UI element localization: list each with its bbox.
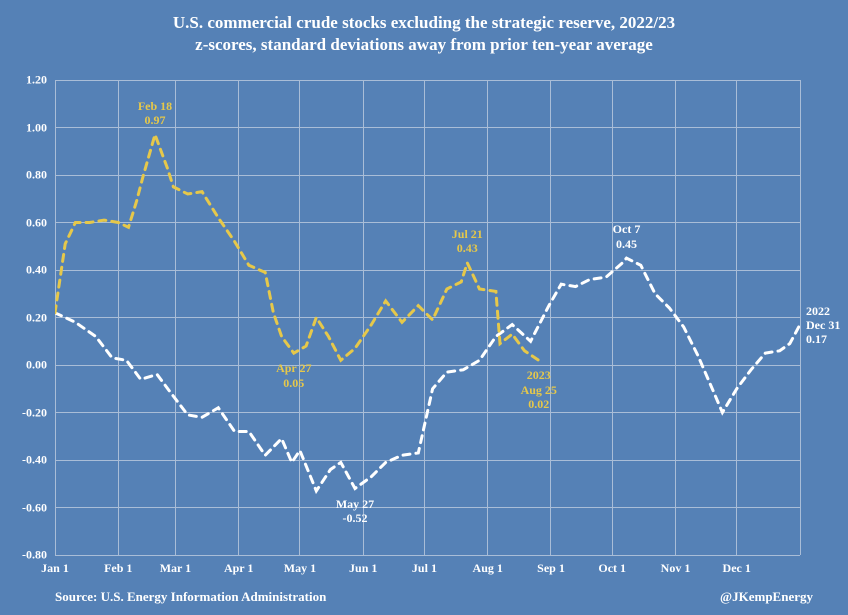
chart-lines-svg — [55, 80, 800, 555]
x-axis-tick-label: Nov 1 — [661, 561, 691, 576]
x-axis-tick-label: May 1 — [284, 561, 316, 576]
x-axis-tick-label: Jun 1 — [349, 561, 377, 576]
y-axis-tick-label: -0.60 — [7, 500, 47, 515]
x-axis-tick-label: Jan 1 — [41, 561, 69, 576]
chart-title-line2: z-scores, standard deviations away from … — [0, 34, 848, 56]
data-point-annotation: 2022Dec 310.17 — [806, 304, 848, 347]
series-2022-line — [55, 258, 800, 491]
y-axis-tick-label: 0.20 — [7, 310, 47, 325]
x-axis-tick-label: Feb 1 — [104, 561, 132, 576]
x-axis-tick-label: Mar 1 — [160, 561, 191, 576]
x-axis-tick-label: Apr 1 — [224, 561, 253, 576]
y-axis-tick-label: 0.60 — [7, 215, 47, 230]
y-axis-tick-label: 1.20 — [7, 73, 47, 88]
data-point-annotation: Feb 180.97 — [125, 99, 185, 128]
x-axis-tick-label: Aug 1 — [473, 561, 503, 576]
y-axis-tick-label: 0.40 — [7, 263, 47, 278]
plot-area — [55, 80, 800, 555]
x-axis-tick-label: Jul 1 — [412, 561, 437, 576]
y-axis-tick-label: -0.40 — [7, 453, 47, 468]
data-point-annotation: 2023Aug 250.02 — [509, 368, 569, 411]
x-axis-tick-label: Oct 1 — [598, 561, 626, 576]
twitter-handle: @JKempEnergy — [720, 589, 813, 605]
source-attribution: Source: U.S. Energy Information Administ… — [55, 589, 326, 605]
data-point-annotation: Apr 270.05 — [264, 361, 324, 390]
y-axis-tick-label: 0.80 — [7, 168, 47, 183]
chart-container: U.S. commercial crude stocks excluding t… — [0, 0, 848, 615]
x-axis-tick-label: Sep 1 — [537, 561, 565, 576]
chart-title-area: U.S. commercial crude stocks excluding t… — [0, 12, 848, 56]
data-point-annotation: Oct 70.45 — [597, 222, 657, 251]
y-axis-tick-label: 1.00 — [7, 120, 47, 135]
data-point-annotation: Jul 210.43 — [437, 227, 497, 256]
x-axis-tick-label: Dec 1 — [723, 561, 751, 576]
y-axis-tick-label: 0.00 — [7, 358, 47, 373]
y-axis-tick-label: -0.20 — [7, 405, 47, 420]
chart-title-line1: U.S. commercial crude stocks excluding t… — [0, 12, 848, 34]
data-point-annotation: May 27-0.52 — [325, 497, 385, 526]
